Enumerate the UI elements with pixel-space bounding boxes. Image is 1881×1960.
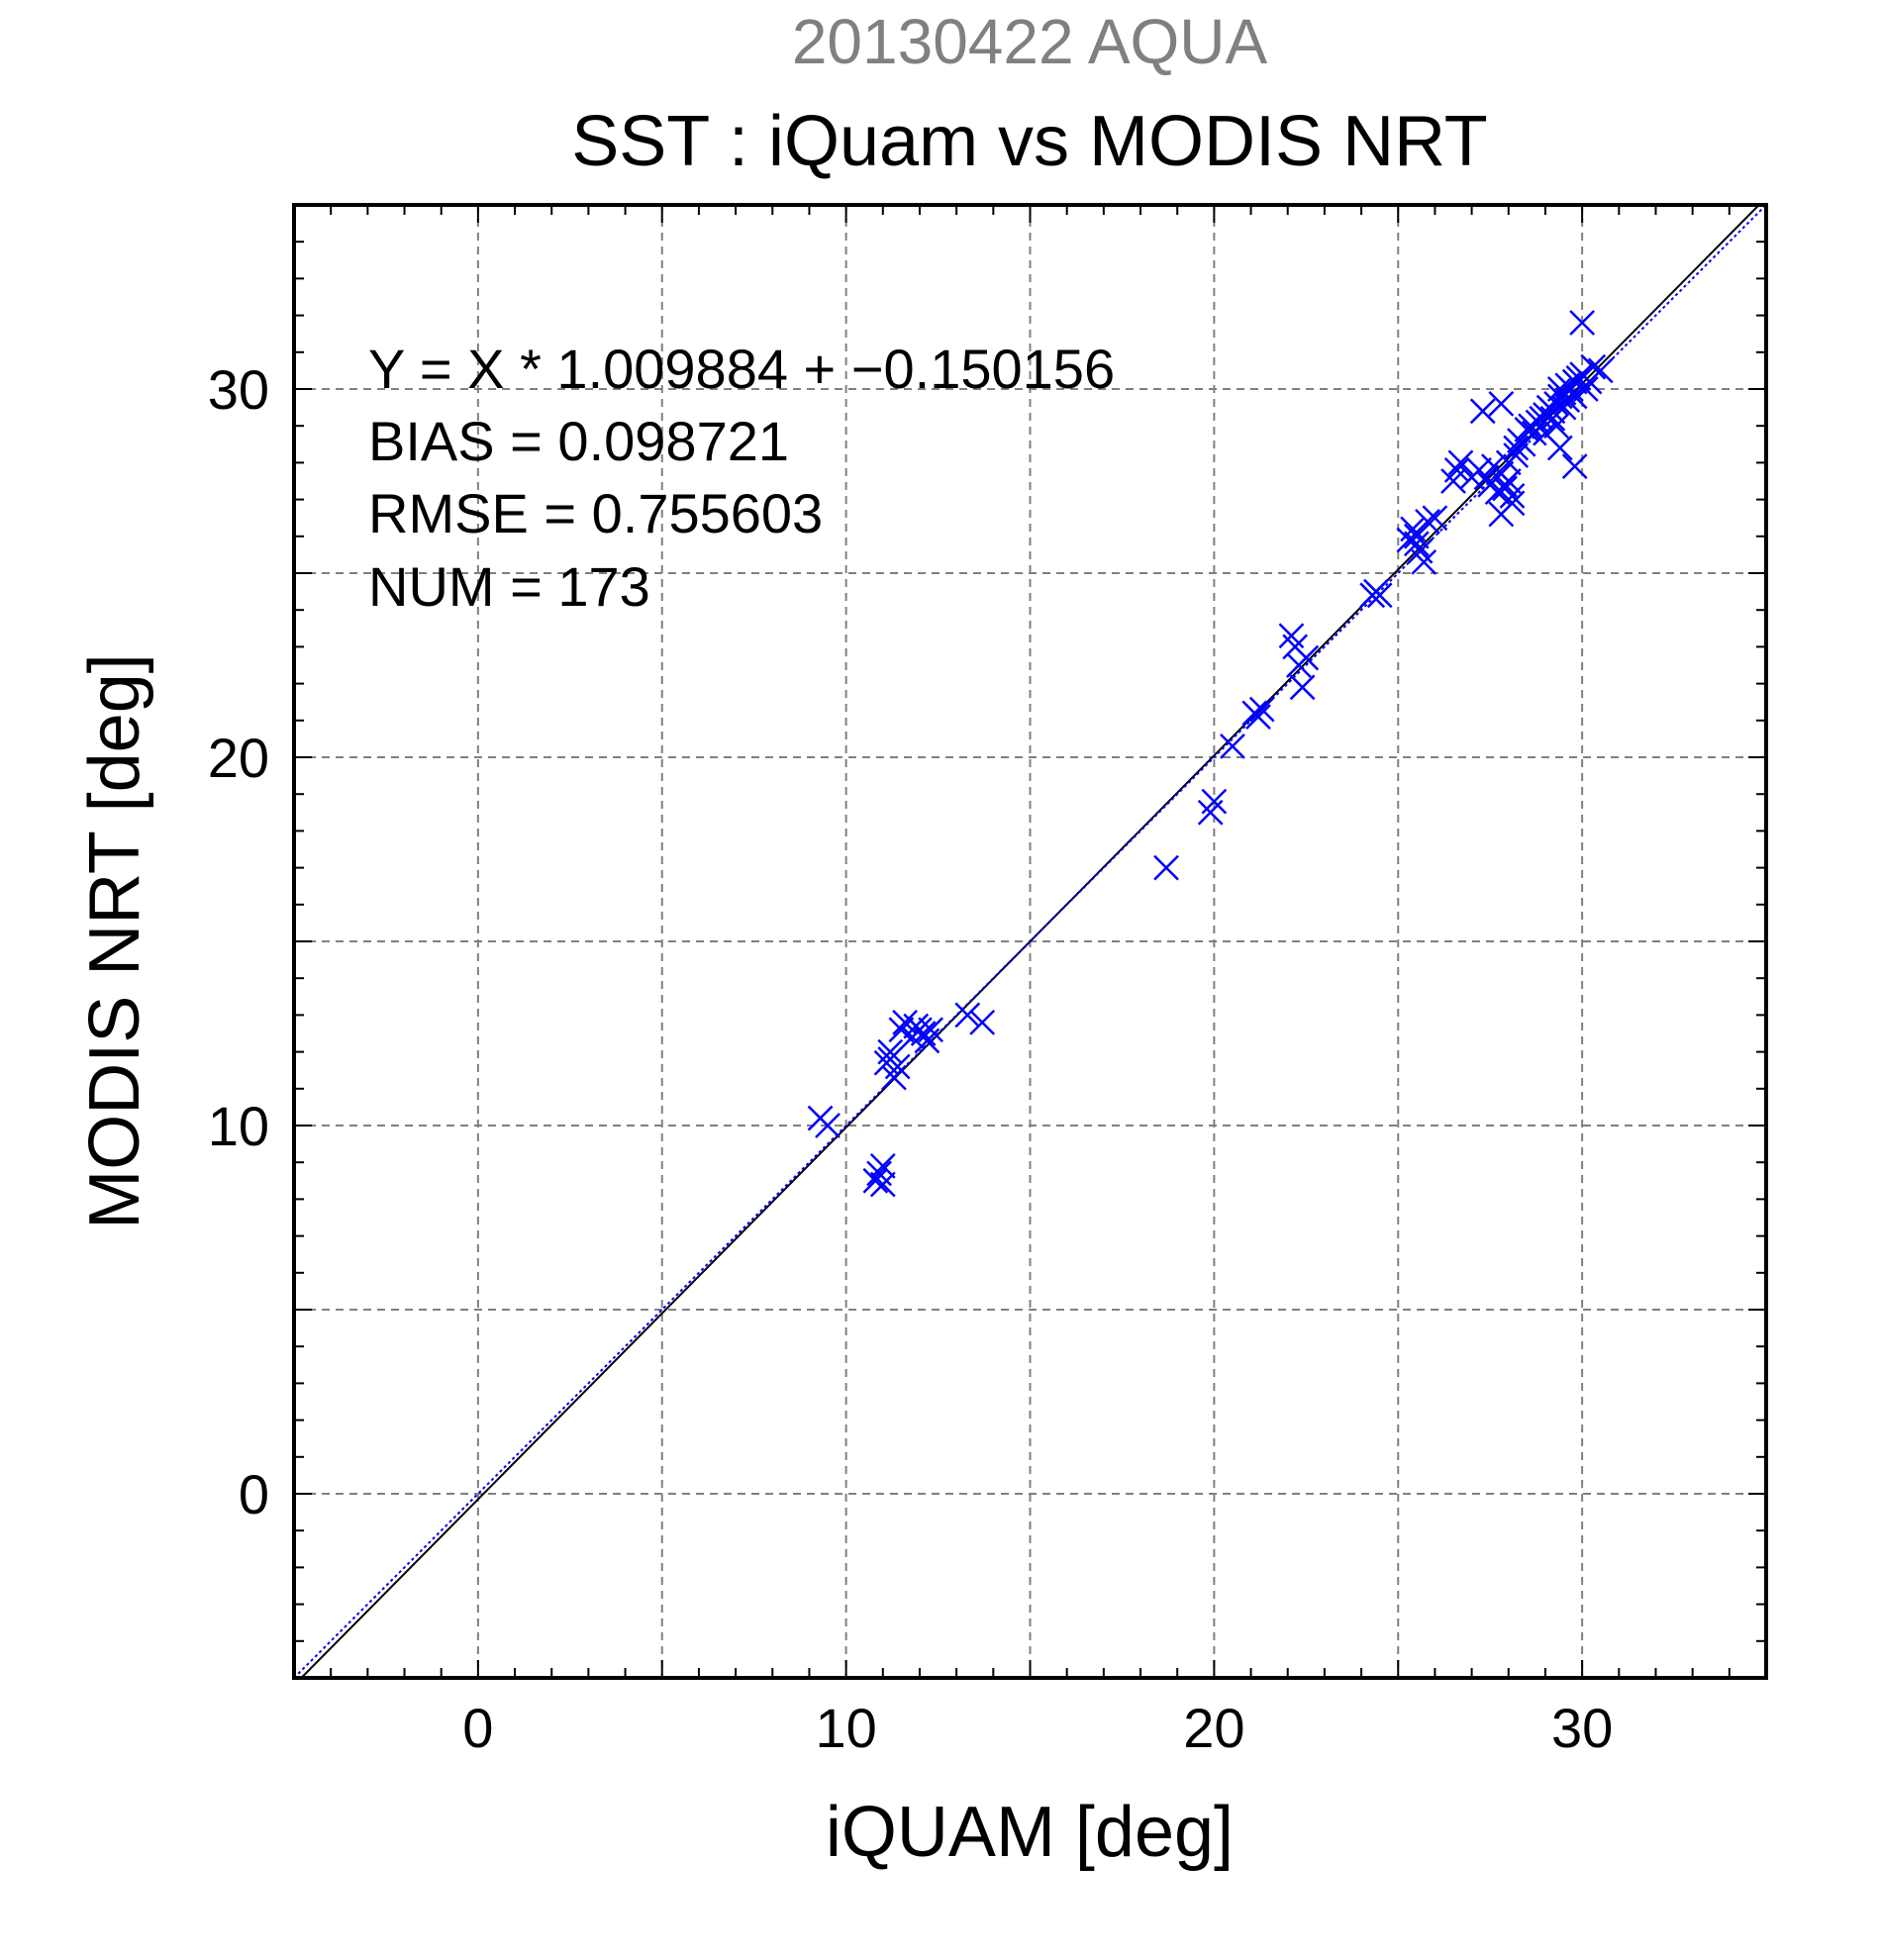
data-point (1289, 674, 1316, 701)
data-point (1366, 582, 1393, 609)
data-point (910, 1021, 937, 1046)
data-point (1469, 398, 1496, 425)
x-axis-label: iQUAM [deg] (826, 1793, 1234, 1872)
stats-line-4: NUM = 173 (368, 555, 650, 618)
data-point (1403, 531, 1430, 557)
data-point (1569, 310, 1596, 336)
data-point (1473, 464, 1500, 491)
data-point (862, 1167, 889, 1194)
data-point (969, 1009, 996, 1035)
tick-labels: 0 10 20 30 0 10 20 30 (208, 358, 1614, 1759)
data-point (1443, 456, 1470, 483)
data-point (1248, 696, 1275, 723)
y-axis-label: MODIS NRT [deg] (75, 653, 154, 1229)
stats-line-3: RMSE = 0.755603 (368, 482, 823, 544)
data-point (1488, 390, 1515, 417)
data-point (918, 1017, 944, 1043)
data-point (1447, 449, 1474, 476)
data-point (1587, 357, 1614, 384)
data-point (1546, 435, 1573, 461)
data-point (888, 1017, 915, 1043)
data-point (1572, 376, 1599, 402)
data-points (807, 310, 1614, 1198)
data-point (1561, 453, 1588, 480)
chart-title: SST : iQuam vs MODIS NRT (571, 102, 1488, 181)
data-point (877, 1038, 904, 1065)
data-point (1411, 548, 1437, 575)
x-tick-label: 30 (1551, 1697, 1613, 1759)
data-point (1580, 353, 1607, 380)
plot-frame (292, 203, 1768, 1680)
data-point (1499, 490, 1526, 517)
data-point (1220, 733, 1245, 759)
x-tick-label: 10 (815, 1697, 876, 1759)
data-point (1503, 442, 1530, 468)
y-tick-label: 20 (208, 727, 269, 789)
data-point (1543, 413, 1569, 440)
data-point (1201, 788, 1228, 815)
stats-line-2: BIAS = 0.098721 (368, 410, 789, 472)
data-point (877, 1046, 904, 1072)
data-point (1415, 509, 1440, 535)
x-tick-label: 0 (462, 1697, 493, 1759)
data-point (1400, 516, 1427, 542)
y-tick-label: 10 (208, 1095, 269, 1157)
data-point (1245, 704, 1271, 730)
data-point (1499, 482, 1526, 509)
data-point (1153, 854, 1179, 881)
data-point (1492, 471, 1518, 498)
data-point (954, 1002, 981, 1029)
data-point (1503, 435, 1530, 461)
data-point (815, 1113, 841, 1138)
x-tick-label: 20 (1183, 1697, 1244, 1759)
date-label: 20130422 AQUA (792, 6, 1268, 77)
data-point (1293, 644, 1320, 671)
stats-line-1: Y = X * 1.009884 + −0.150156 (368, 338, 1115, 400)
y-tick-label: 30 (208, 358, 269, 421)
data-point (869, 1153, 896, 1179)
data-point (869, 1171, 896, 1198)
y-tick-label: 0 (239, 1463, 269, 1525)
data-point (1422, 505, 1448, 532)
